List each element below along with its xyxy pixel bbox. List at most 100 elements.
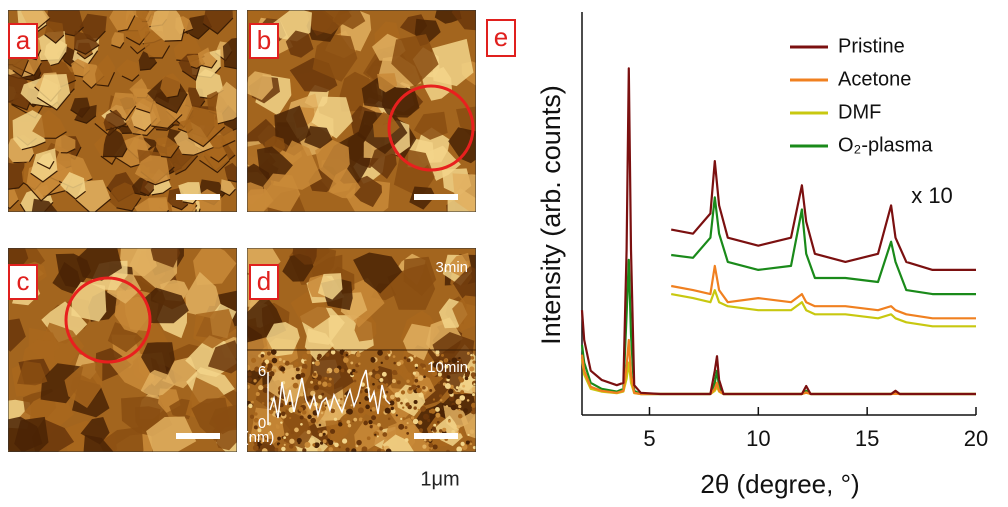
grain (334, 412, 339, 417)
grain (432, 38, 474, 87)
grain-boundary (76, 52, 94, 60)
grain-boundary (139, 61, 158, 71)
grain (295, 373, 302, 380)
grain-boundary (149, 45, 171, 59)
grain (285, 432, 289, 436)
grain (395, 414, 398, 417)
grain (74, 30, 100, 55)
grain (254, 412, 258, 416)
grain (197, 47, 217, 68)
grain (333, 417, 338, 421)
grain (471, 386, 476, 393)
grain (345, 353, 349, 357)
grain (95, 54, 116, 87)
grain (278, 357, 282, 362)
grain (299, 415, 304, 420)
grain (458, 408, 461, 412)
grain-boundary (151, 186, 172, 196)
grain (253, 440, 259, 446)
grain-boundary (182, 146, 214, 156)
grain (420, 405, 427, 412)
legend-label: DMF (838, 101, 881, 123)
grain-boundary (30, 170, 58, 183)
xrd-chart: Intensity (arb. counts) 2θ (degree, °) x… (536, 12, 988, 499)
grain (304, 126, 333, 149)
grain (116, 59, 139, 81)
grain (445, 449, 451, 452)
grain (208, 340, 237, 374)
grain (343, 351, 349, 357)
grain (417, 420, 423, 425)
grain (281, 411, 286, 417)
grain-boundary (198, 208, 201, 212)
grain-boundary (121, 74, 140, 82)
inset-tick-label: 6 (258, 363, 266, 380)
grain (260, 353, 265, 358)
grain (290, 367, 294, 371)
grain (319, 441, 324, 445)
grain (103, 109, 126, 131)
grain (463, 408, 468, 414)
grain (195, 68, 224, 99)
afm-images (8, 10, 476, 452)
data-line (580, 358, 976, 396)
grain (288, 443, 294, 449)
grain (248, 403, 253, 409)
grain (417, 375, 424, 382)
grain (338, 446, 341, 449)
grain (408, 386, 413, 391)
grain (267, 438, 273, 444)
grain (356, 439, 362, 446)
grain (404, 426, 408, 430)
label-box (8, 264, 38, 300)
grain (261, 367, 266, 373)
grain (316, 356, 321, 360)
scale-bar (176, 433, 220, 439)
grain (355, 352, 361, 358)
grain (324, 404, 327, 407)
grain-boundary (50, 52, 67, 67)
grain (391, 369, 398, 375)
grain (293, 361, 299, 367)
panel-label: a (16, 25, 31, 55)
grain (247, 377, 253, 383)
grain (146, 416, 197, 452)
grain (412, 371, 416, 375)
grain (317, 430, 321, 434)
grain (363, 420, 368, 426)
grain (406, 379, 410, 384)
grain (250, 407, 290, 447)
grain (445, 252, 473, 277)
grain-boundary (210, 153, 228, 163)
grain (247, 71, 273, 101)
grain (406, 432, 410, 435)
grain (304, 441, 311, 448)
grain (358, 417, 363, 422)
panel-label: b (257, 25, 271, 55)
grain (354, 420, 388, 452)
grain (448, 127, 476, 164)
grain (262, 387, 269, 393)
grain (433, 423, 437, 427)
label-box (249, 264, 279, 300)
y-axis-label: Intensity (arb. counts) (536, 85, 566, 345)
grain (247, 384, 250, 389)
grain (372, 382, 375, 386)
grain (396, 361, 402, 367)
grain (144, 287, 189, 324)
grain (111, 32, 124, 48)
grain-boundary (105, 124, 127, 131)
grain (298, 406, 304, 412)
grain (469, 366, 475, 372)
grain (421, 363, 426, 369)
grain (459, 395, 466, 401)
grain (353, 417, 358, 422)
grain (414, 378, 419, 383)
grain (372, 425, 378, 430)
grain (318, 395, 323, 400)
grain (314, 360, 320, 366)
grain (431, 426, 436, 431)
grain (403, 398, 409, 403)
grain-boundary (25, 183, 61, 202)
